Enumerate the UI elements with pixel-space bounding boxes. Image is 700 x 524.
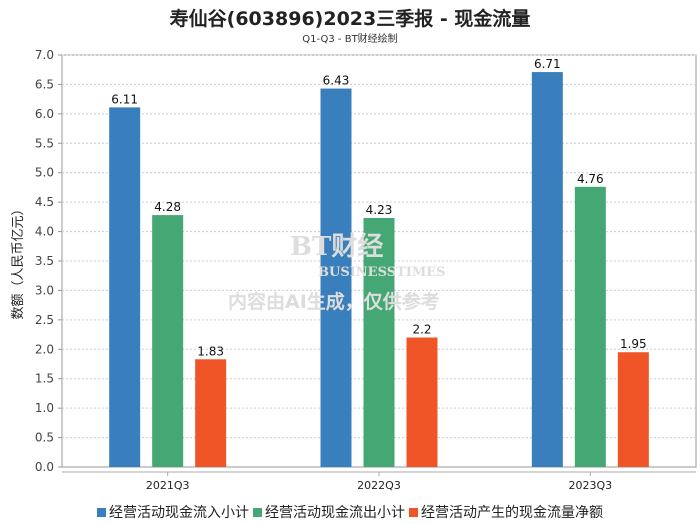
bar-3 [617,352,649,467]
data-label: 6.71 [534,57,561,71]
legend-label: 经营活动产生的现金流量净额 [421,505,603,521]
bar-3 [195,359,227,467]
x-tick-label: 2021Q3 [146,479,190,492]
legend-label: 经营活动现金流出小计 [265,505,405,521]
y-tick-label: 6.0 [35,107,54,121]
bar-1 [109,107,141,467]
y-tick-label: 0.5 [35,431,54,445]
legend-item[interactable]: 经营活动现金流入小计 [97,502,249,522]
y-tick-label: 0.0 [35,460,54,474]
bar-2 [363,218,395,467]
legend-swatch [253,508,262,517]
data-label: 4.76 [577,172,604,186]
y-tick-label: 3.5 [35,254,54,268]
y-tick-label: 1.5 [35,372,54,386]
y-tick-label: 3.0 [35,283,54,297]
y-tick-label: 6.5 [35,77,54,91]
x-tick-label: 2023Q3 [569,479,613,492]
y-tick-label: 1.0 [35,401,54,415]
y-tick-label: 7.0 [35,48,54,62]
legend-item[interactable]: 经营活动现金流出小计 [253,502,405,522]
data-label: 1.95 [620,337,647,351]
x-tick-label: 2022Q3 [357,479,401,492]
legend-swatch [409,508,418,517]
y-tick-label: 2.5 [35,313,54,327]
y-tick-label: 5.0 [35,166,54,180]
chart-title: 寿仙谷(603896)2023三季报 - 现金流量 [169,8,531,30]
data-label: 2.2 [412,323,431,337]
bar-2 [152,215,184,467]
bar-1 [320,88,352,467]
y-axis-label: 数额（人民币亿元） [11,202,26,319]
chart-subtitle: Q1-Q3 - BT财经绘制 [302,34,398,45]
bar-3 [406,337,438,467]
y-tick-label: 5.5 [35,136,54,150]
legend-item[interactable]: 经营活动产生的现金流量净额 [409,502,603,522]
legend-swatch [97,508,106,517]
data-label: 6.43 [323,74,350,88]
y-tick-label: 4.0 [35,225,54,239]
data-label: 1.83 [197,344,224,358]
y-tick-label: 2.0 [35,342,54,356]
data-label: 6.11 [111,92,138,106]
data-label: 4.28 [154,200,181,214]
legend-label: 经营活动现金流入小计 [109,505,249,521]
data-label: 4.23 [366,203,393,217]
bar-2 [574,186,606,467]
y-tick-label: 4.5 [35,195,54,209]
bar-1 [531,72,563,467]
legend: 经营活动现金流入小计 经营活动现金流出小计 经营活动产生的现金流量净额 [0,502,700,522]
